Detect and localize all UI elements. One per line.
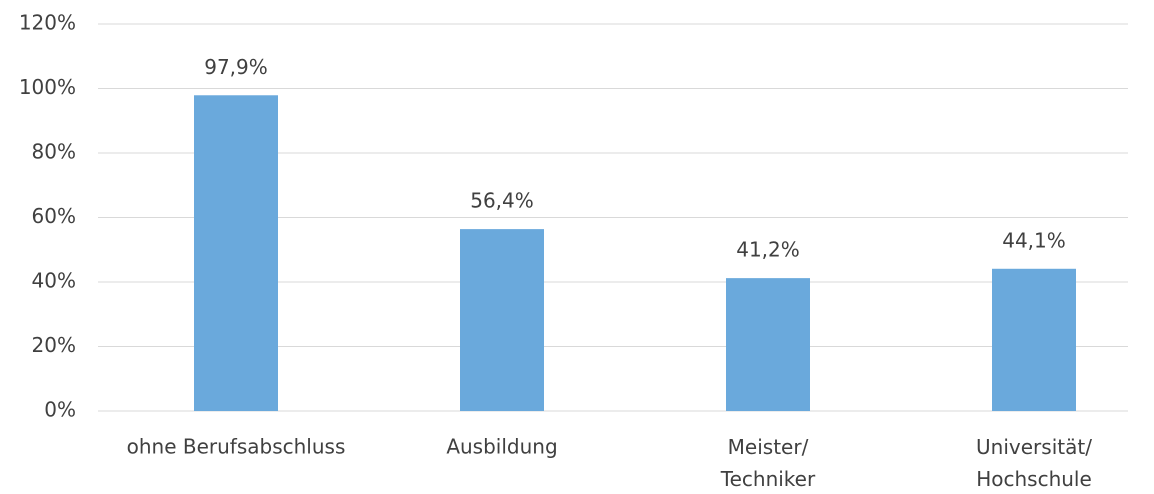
bar (194, 95, 278, 412)
y-tick-label: 120% (19, 11, 76, 35)
x-tick-label: Ausbildung (446, 435, 557, 459)
y-tick-label: 40% (32, 269, 76, 293)
bar (726, 278, 810, 411)
bar (992, 268, 1076, 411)
data-label: 44,1% (1002, 228, 1066, 252)
y-tick-label: 60% (32, 204, 76, 228)
x-tick-label: ohne Berufsabschluss (127, 435, 346, 459)
bar (460, 229, 544, 411)
x-tick-label: Universität/Hochschule (976, 435, 1092, 491)
y-tick-label: 20% (32, 333, 76, 357)
y-tick-label: 0% (44, 398, 76, 422)
y-tick-label: 100% (19, 75, 76, 99)
data-label: 56,4% (470, 189, 534, 213)
data-label: 97,9% (204, 55, 268, 79)
data-label: 41,2% (736, 238, 800, 262)
y-tick-label: 80% (32, 140, 76, 164)
x-tick-label: Meister/Techniker (720, 435, 816, 491)
